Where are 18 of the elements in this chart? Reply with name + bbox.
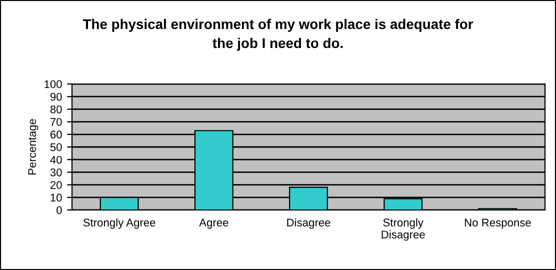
y-tick-label: 40 — [50, 156, 62, 164]
y-tick-label: 30 — [50, 168, 62, 176]
x-tick-label: Disagree — [287, 218, 330, 229]
x-tick-label: No Response — [464, 218, 531, 229]
y-axis-title: Percentage — [28, 119, 38, 174]
x-tick-label: Strongly Agree — [83, 218, 156, 229]
y-tick-label: 20 — [50, 181, 62, 189]
y-tick-label: 50 — [50, 143, 62, 152]
x-tick-label: Agree — [199, 218, 228, 229]
y-tick-label: 10 — [50, 194, 62, 202]
y-tick-label: 80 — [50, 105, 62, 114]
y-tick-label: 90 — [50, 92, 62, 101]
y-tick-label: 60 — [50, 130, 62, 139]
y-tick-label: 100 — [44, 80, 62, 88]
y-tick-label: 70 — [50, 118, 62, 126]
x-tick-label: Strongly Disagree — [382, 218, 425, 241]
chart-title: The physical environment of my work place is adequate for the job I need to do. — [82, 18, 474, 51]
y-tick-label: 0 — [56, 206, 62, 214]
